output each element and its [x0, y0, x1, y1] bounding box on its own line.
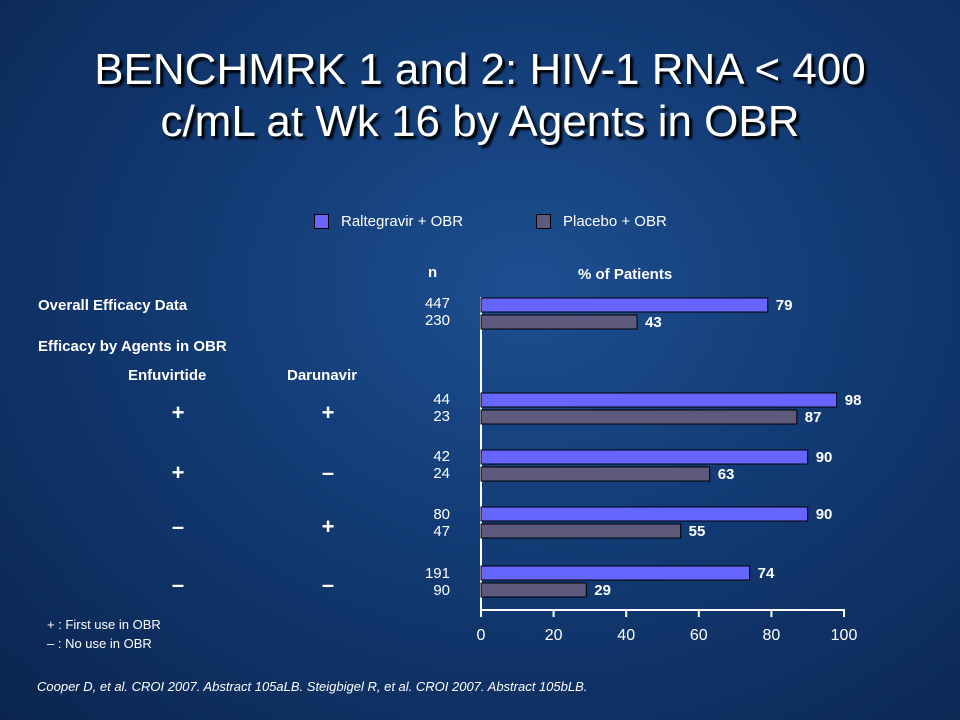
n-raltegravir: 44 [433, 391, 450, 408]
enfuvirtide-header: Enfuvirtide [128, 367, 207, 384]
data-label: 79 [776, 297, 793, 314]
n-raltegravir: 191 [424, 565, 450, 582]
bar-raltegravir [480, 297, 769, 313]
bar-raltegravir [480, 565, 751, 581]
bar-placebo [480, 523, 682, 539]
legend-label-raltegravir: Raltegravir + OBR [341, 213, 464, 230]
slide-title: BENCHMRK 1 and 2: HIV-1 RNA < 400 c/mL a… [0, 44, 960, 148]
data-label: 90 [816, 449, 833, 466]
x-tick-label: 80 [763, 627, 781, 644]
n-placebo: 24 [433, 465, 450, 482]
n-placebo: 23 [433, 408, 450, 425]
enfuvirtide-sign: – [171, 572, 185, 597]
n-placebo: 230 [424, 312, 450, 329]
enfuvirtide-sign: + [171, 460, 185, 485]
percent-header: % of Patients [578, 266, 673, 283]
darunavir-sign: + [321, 400, 335, 425]
footnote-minus: – : No use in OBR [47, 636, 152, 651]
overall-efficacy-label: Overall Efficacy Data [38, 297, 188, 314]
x-tick-label: 20 [545, 627, 563, 644]
data-label: 98 [845, 392, 862, 409]
bar-placebo [480, 466, 711, 482]
source-citation: Cooper D, et al. CROI 2007. Abstract 105… [37, 679, 588, 694]
efficacy-by-agents-label: Efficacy by Agents in OBR [38, 338, 227, 355]
bar-placebo [480, 582, 587, 598]
x-tick-label: 0 [477, 627, 486, 644]
data-label: 29 [594, 582, 611, 599]
n-placebo: 47 [433, 523, 450, 540]
data-label: 63 [718, 466, 735, 483]
darunavir-header: Darunavir [287, 367, 358, 384]
enfuvirtide-sign: – [171, 514, 185, 539]
legend-label-placebo: Placebo + OBR [563, 213, 667, 230]
bar-raltegravir [480, 506, 809, 522]
bar-raltegravir [480, 392, 838, 408]
n-header: n [428, 264, 438, 281]
n-raltegravir: 42 [433, 448, 450, 465]
legend-swatch-placebo [536, 214, 551, 229]
data-label: 87 [805, 409, 822, 426]
x-tick-label: 40 [617, 627, 635, 644]
data-label: 55 [689, 523, 706, 540]
bar-placebo [480, 409, 798, 425]
x-tick-label: 100 [831, 627, 858, 644]
footnote-plus: + : First use in OBR [47, 617, 161, 632]
data-label: 90 [816, 506, 833, 523]
n-raltegravir: 80 [433, 506, 450, 523]
enfuvirtide-sign: + [171, 400, 185, 425]
data-label: 74 [758, 565, 775, 582]
title-line-2: c/mL at Wk 16 by Agents in OBR [160, 97, 800, 146]
legend-item-placebo: Placebo + OBR [536, 213, 667, 230]
legend-swatch-raltegravir [314, 214, 329, 229]
darunavir-sign: – [321, 572, 335, 597]
bar-raltegravir [480, 449, 809, 465]
n-raltegravir: 447 [424, 295, 450, 312]
darunavir-sign: – [321, 460, 335, 485]
darunavir-sign: + [321, 514, 335, 539]
x-tick-label: 60 [690, 627, 708, 644]
data-label: 43 [645, 314, 662, 331]
n-placebo: 90 [433, 582, 450, 599]
title-line-1: BENCHMRK 1 and 2: HIV-1 RNA < 400 [94, 45, 866, 94]
bar-placebo [480, 314, 638, 330]
legend-item-raltegravir: Raltegravir + OBR [314, 213, 463, 230]
